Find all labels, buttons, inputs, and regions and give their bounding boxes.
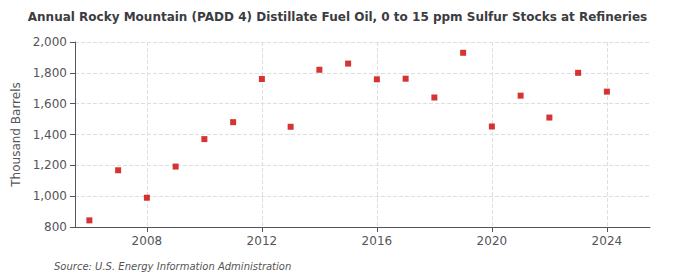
svg-text:2020: 2020: [477, 234, 508, 248]
svg-text:1,600: 1,600: [33, 97, 67, 111]
svg-text:2024: 2024: [592, 234, 623, 248]
svg-text:1,400: 1,400: [33, 128, 67, 142]
svg-text:2012: 2012: [247, 234, 278, 248]
svg-text:2008: 2008: [132, 234, 163, 248]
svg-text:1,200: 1,200: [33, 158, 67, 172]
svg-text:1,800: 1,800: [33, 66, 67, 80]
svg-text:Source: U.S. Energy Informatio: Source: U.S. Energy Information Administ…: [54, 261, 291, 272]
svg-text:1,000: 1,000: [33, 189, 67, 203]
svg-text:Thousand Barrels: Thousand Barrels: [9, 82, 23, 187]
svg-text:800: 800: [44, 220, 67, 234]
svg-text:2,000: 2,000: [33, 35, 67, 49]
svg-text:Annual Rocky Mountain (PADD 4): Annual Rocky Mountain (PADD 4) Distillat…: [28, 10, 647, 24]
svg-text:2016: 2016: [362, 234, 393, 248]
